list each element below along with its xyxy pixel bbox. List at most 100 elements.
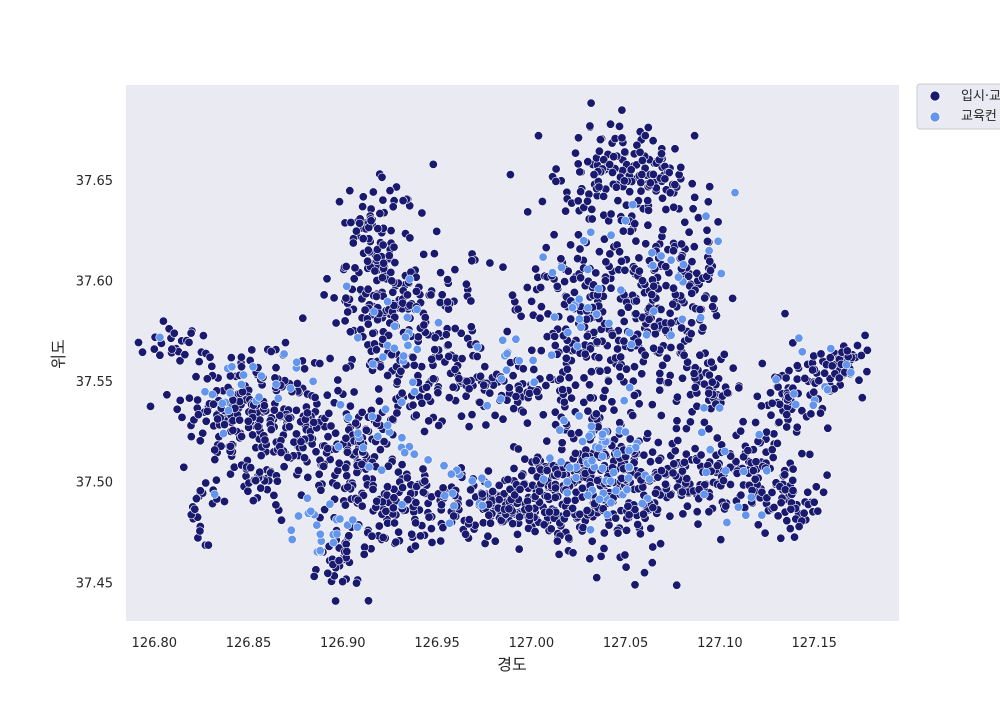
- data-point: [175, 395, 185, 405]
- data-point: [834, 373, 844, 383]
- data-point: [658, 225, 668, 235]
- data-point: [634, 266, 644, 276]
- data-point: [364, 462, 374, 472]
- data-point: [450, 323, 460, 333]
- data-point: [552, 536, 562, 546]
- data-point: [340, 500, 350, 510]
- x-tick-label: 126.90: [320, 636, 366, 651]
- data-point: [578, 436, 588, 446]
- x-tick-label: 127.05: [603, 636, 649, 651]
- data-point: [648, 136, 658, 146]
- data-point: [184, 337, 194, 347]
- data-point: [332, 480, 342, 490]
- data-point: [820, 368, 830, 378]
- data-point: [420, 476, 430, 486]
- data-point: [569, 287, 579, 297]
- data-point: [673, 272, 683, 282]
- data-point: [374, 396, 384, 406]
- data-point: [739, 452, 749, 462]
- data-point: [379, 258, 389, 268]
- data-point: [687, 288, 697, 298]
- data-point: [544, 507, 554, 517]
- data-point: [284, 413, 294, 423]
- data-point: [592, 309, 602, 319]
- data-point: [285, 383, 295, 393]
- data-point: [454, 373, 464, 383]
- data-point: [799, 508, 809, 518]
- data-point: [342, 447, 352, 457]
- data-point: [375, 445, 385, 455]
- data-point: [712, 461, 722, 471]
- data-point: [716, 535, 726, 545]
- data-point: [410, 387, 420, 397]
- data-point: [559, 416, 569, 426]
- data-point: [789, 389, 799, 399]
- data-point: [587, 204, 597, 214]
- data-point: [561, 353, 571, 363]
- data-point: [750, 474, 760, 484]
- x-tick-label: 127.15: [791, 636, 837, 651]
- data-point: [378, 240, 388, 250]
- data-point: [225, 371, 235, 381]
- data-point: [645, 457, 655, 467]
- data-point: [689, 242, 699, 252]
- data-point: [637, 369, 647, 379]
- data-point: [552, 281, 562, 291]
- data-point: [328, 538, 338, 548]
- data-point: [382, 482, 392, 492]
- data-point: [766, 410, 776, 420]
- data-point: [287, 534, 297, 544]
- data-point: [662, 353, 672, 363]
- data-point: [606, 283, 616, 293]
- data-point: [456, 411, 466, 421]
- data-point: [333, 466, 343, 476]
- data-point: [375, 209, 385, 219]
- data-point: [708, 302, 718, 312]
- data-point: [757, 510, 767, 520]
- data-point: [238, 387, 248, 397]
- data-point: [448, 382, 458, 392]
- data-point: [547, 268, 557, 278]
- data-point: [599, 155, 609, 165]
- data-point: [568, 503, 578, 513]
- data-point: [641, 239, 651, 249]
- data-point: [601, 257, 611, 267]
- data-point: [822, 385, 832, 395]
- data-point: [149, 344, 159, 354]
- data-point: [678, 260, 688, 270]
- data-point: [792, 422, 802, 432]
- data-point: [162, 390, 172, 400]
- data-point: [776, 533, 786, 543]
- data-point: [191, 372, 201, 382]
- data-point: [418, 487, 428, 497]
- data-point: [545, 373, 555, 383]
- legend-label-1: 교육컨: [961, 109, 997, 124]
- data-point: [405, 233, 415, 243]
- data-point: [228, 425, 238, 435]
- data-point: [547, 350, 557, 360]
- data-point: [402, 473, 412, 483]
- data-point: [536, 346, 546, 356]
- data-point: [701, 467, 711, 477]
- data-point: [660, 479, 670, 489]
- data-point: [788, 464, 798, 474]
- data-point: [256, 451, 266, 461]
- data-point: [598, 451, 608, 461]
- data-point: [377, 172, 387, 182]
- data-point: [576, 322, 586, 332]
- data-point: [349, 387, 359, 397]
- data-point: [388, 287, 398, 297]
- data-point: [574, 411, 584, 421]
- data-point: [279, 462, 289, 472]
- data-point: [782, 516, 792, 526]
- data-point: [620, 265, 630, 275]
- data-point: [155, 350, 165, 360]
- data-point: [719, 349, 729, 359]
- data-point: [734, 383, 744, 393]
- data-point: [663, 377, 673, 387]
- data-point: [306, 506, 316, 516]
- data-point: [483, 531, 493, 541]
- data-point: [687, 179, 697, 189]
- data-point: [808, 400, 818, 410]
- data-point: [690, 131, 700, 141]
